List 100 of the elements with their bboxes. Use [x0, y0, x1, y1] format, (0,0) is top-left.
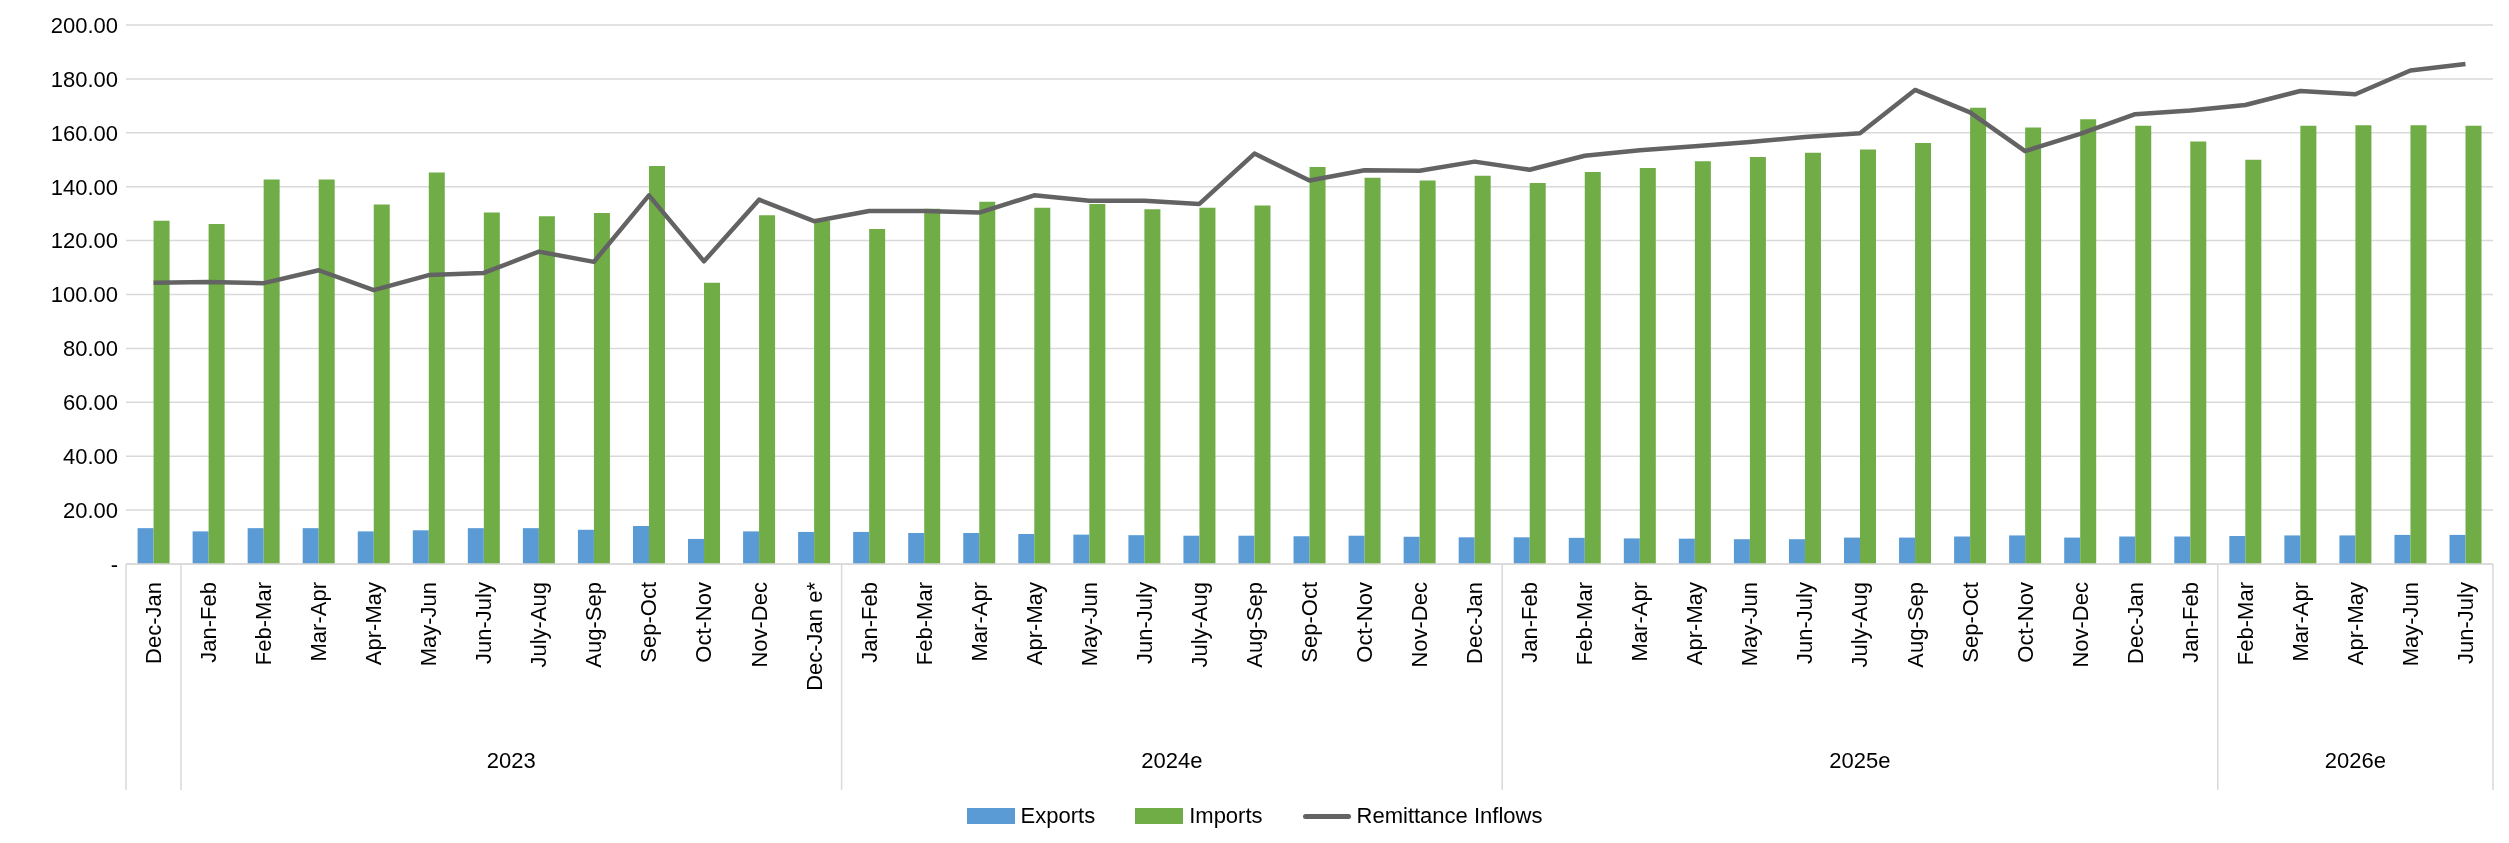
bar — [648, 165, 665, 564]
bar — [853, 531, 870, 564]
bar — [963, 533, 980, 564]
bar — [1529, 182, 1546, 564]
bar — [2410, 125, 2427, 564]
bar — [153, 220, 170, 564]
x-tick-label: Apr-May — [1682, 582, 1708, 666]
bar — [1623, 538, 1640, 564]
bar — [538, 216, 555, 564]
bar — [743, 531, 760, 564]
x-tick-label: Feb-Mar — [251, 582, 277, 666]
bar — [263, 179, 280, 564]
bar — [318, 179, 335, 564]
bar — [2009, 535, 2026, 564]
x-tick-label: Oct-Nov — [691, 582, 717, 663]
x-tick-label: Mar-Apr — [2287, 582, 2313, 662]
y-tick-label: 160.00 — [50, 120, 118, 146]
bar — [2190, 141, 2207, 564]
y-tick-label: 60.00 — [62, 390, 118, 416]
x-tick-label: Nov-Dec — [2067, 582, 2093, 668]
bar — [759, 215, 776, 564]
line-series — [151, 61, 2468, 293]
bar — [2355, 125, 2372, 564]
x-tick-label: Jun-July — [2452, 582, 2478, 664]
bar — [1678, 538, 1695, 564]
bar — [1639, 168, 1656, 564]
bar — [798, 531, 815, 564]
x-tick-label: Jun-July — [1792, 582, 1818, 664]
x-tick-label: Dec-Jan — [1462, 582, 1488, 664]
y-tick-label: 200.00 — [50, 12, 118, 38]
bar — [302, 528, 319, 564]
bar — [208, 223, 225, 564]
y-tick-label: 140.00 — [50, 174, 118, 200]
bar — [1089, 203, 1106, 564]
bar — [412, 530, 429, 564]
bar — [137, 528, 154, 564]
bar — [1364, 177, 1381, 564]
bar — [428, 172, 445, 564]
bar — [908, 533, 925, 564]
x-tick-label: Dec-Jan e* — [801, 581, 827, 691]
bar — [1254, 205, 1271, 564]
bar — [688, 538, 705, 564]
bar — [2339, 535, 2356, 564]
bar — [1199, 207, 1216, 564]
bar — [2300, 125, 2317, 564]
y-tick-label: 40.00 — [62, 444, 118, 470]
bar — [2465, 125, 2482, 564]
x-tick-label: May-Jun — [2397, 582, 2423, 667]
x-tick-label: Dec-Jan — [141, 582, 167, 664]
x-tick-label: Feb-Mar — [2232, 582, 2258, 666]
bar — [1860, 149, 1876, 564]
text: 2023 — [486, 748, 536, 773]
x-tick-label: Aug-Sep — [581, 582, 607, 668]
y-tick-label: 100.00 — [50, 282, 118, 308]
x-tick-label: Aug-Sep — [1241, 582, 1267, 668]
x-tick-label: May-Jun — [1076, 582, 1102, 667]
x-tick-label: May-Jun — [416, 582, 442, 667]
bar — [1474, 175, 1491, 564]
bar — [1568, 537, 1585, 564]
bar — [1513, 537, 1530, 564]
x-tick-label: Nov-Dec — [746, 582, 772, 668]
x-tick-label: Jan-Feb — [856, 582, 882, 663]
bar — [704, 282, 721, 564]
x-tick-label: Feb-Mar — [1572, 582, 1598, 666]
text: 2026e — [2324, 748, 2386, 773]
bar — [979, 201, 996, 564]
text: 2024e — [1141, 748, 1203, 773]
text: 2025e — [1829, 748, 1891, 773]
bar — [373, 204, 390, 564]
x-tick-label: Jan-Feb — [196, 582, 222, 663]
bar — [247, 528, 264, 564]
y-tick-label: 120.00 — [50, 228, 118, 254]
bar — [1403, 536, 1420, 564]
x-tick-label: Mar-Apr — [1627, 582, 1653, 662]
x-tick-label: May-Jun — [1737, 582, 1763, 667]
x-tick-label: Mar-Apr — [306, 582, 332, 662]
x-tick-label: Sep-Oct — [1957, 582, 1983, 663]
x-tick-label: Oct-Nov — [1352, 582, 1378, 663]
y-tick-label: 180.00 — [50, 66, 118, 92]
x-tick-label: Sep-Oct — [636, 582, 662, 663]
bar — [1584, 171, 1601, 564]
x-tick-label: Jan-Feb — [2177, 582, 2203, 663]
legend-label: Exports — [1020, 803, 1096, 829]
x-tick-label: Dec-Jan — [2122, 582, 2148, 664]
bar — [2229, 535, 2246, 564]
bar — [1749, 157, 1766, 564]
bar — [2284, 535, 2301, 564]
bar — [2135, 125, 2152, 564]
x-tick-label: Sep-Oct — [1297, 582, 1322, 663]
bar — [869, 229, 886, 564]
bar — [593, 213, 610, 564]
bar — [357, 531, 374, 564]
bar — [2064, 537, 2081, 564]
x-tick-label: Apr-May — [2342, 582, 2368, 666]
y-tick-label: - — [110, 551, 118, 577]
x-tick-label: Apr-May — [361, 582, 387, 666]
bar — [2449, 534, 2466, 564]
bar — [1419, 180, 1436, 564]
legend-label: Imports — [1189, 803, 1263, 829]
bar — [1018, 534, 1035, 564]
